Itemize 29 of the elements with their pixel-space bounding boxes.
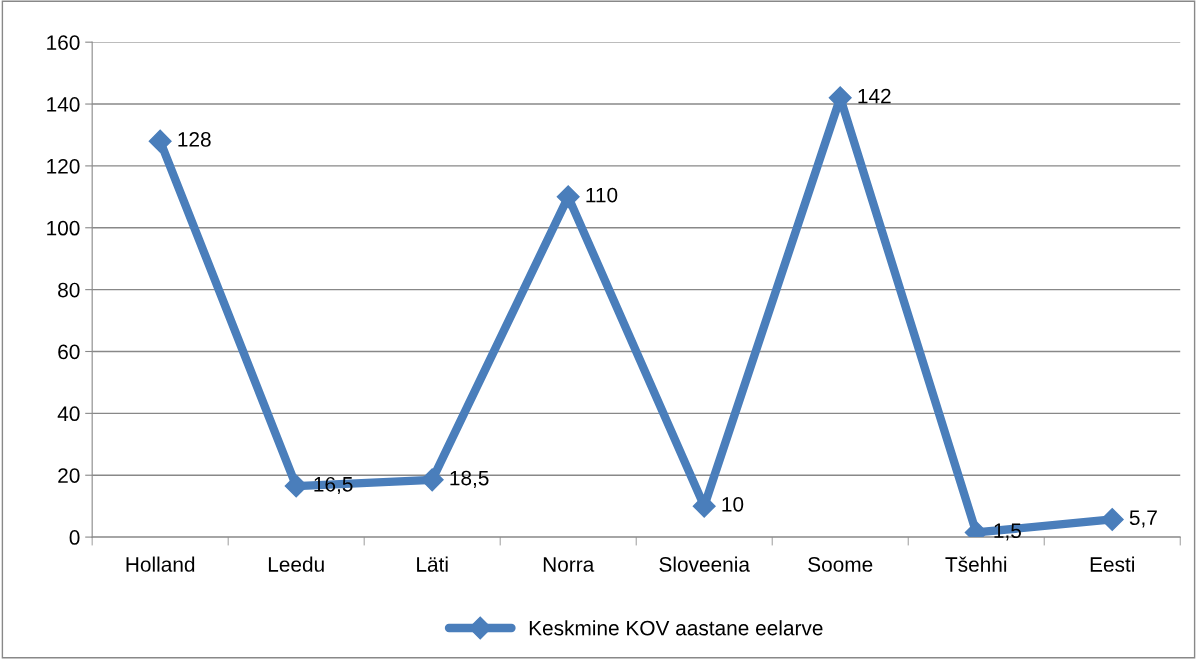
x-tick-label: Holland [126,556,195,572]
data-label: 18,5 [450,470,489,488]
data-label: 110 [586,187,618,203]
data-label: 5,7 [1129,510,1157,528]
y-tick-label: 120 [47,158,80,174]
y-tick-label: 80 [58,282,80,298]
y-tick-label: 140 [47,97,80,112]
y-tick-label: 20 [58,468,80,483]
y-tick-label: 160 [47,35,80,50]
x-tick-label: Leedu [268,556,324,572]
point [284,474,308,498]
point [148,129,172,153]
x-tick-label: Tšehhi [945,556,1007,572]
point [556,185,580,209]
x-tick-label: Soome [808,557,873,572]
data-label: 128 [178,132,211,147]
y-tick-label: 100 [47,220,80,236]
y-tick-label: 60 [58,344,80,360]
y-tick-label: 0 [69,530,80,545]
legend-label: Keskmine KOV aastane eelarve [529,620,823,636]
point [1100,507,1124,531]
y-tick-label: 40 [57,406,80,422]
x-tick-label: Eesti [1090,556,1134,572]
data-label: 10 [722,496,744,512]
data-label: 142 [858,88,891,104]
x-tick-label: Norra [543,557,595,572]
x-tick-label: Sloveenia [659,556,750,572]
x-tick-label: Läti [417,556,448,572]
point [420,468,444,492]
